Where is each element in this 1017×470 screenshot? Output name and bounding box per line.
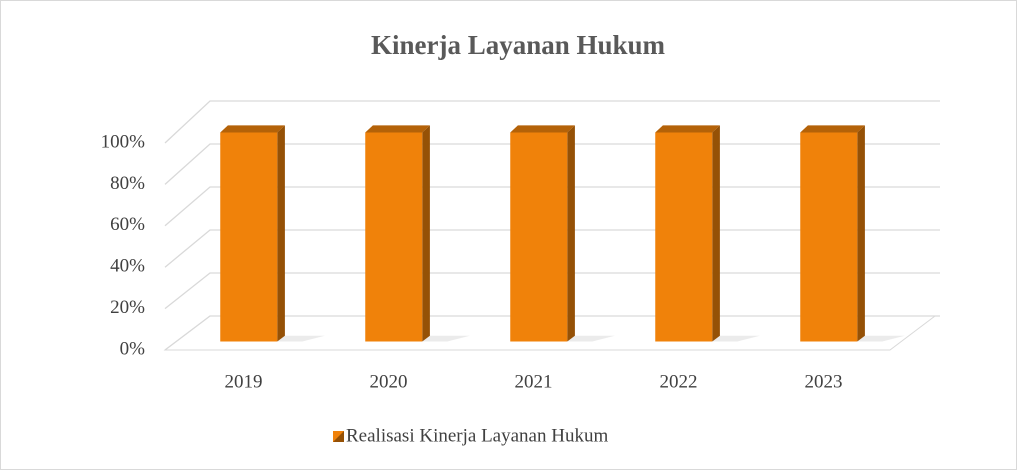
grid-line xyxy=(164,100,940,144)
y-tick-label: 0% xyxy=(120,338,146,359)
bar xyxy=(800,132,858,342)
bar-side xyxy=(712,125,720,342)
bar-side xyxy=(277,125,285,342)
y-tick-label: 40% xyxy=(110,256,145,277)
bar xyxy=(365,132,423,342)
bar xyxy=(655,132,713,342)
bar xyxy=(510,132,568,342)
y-tick-label: 20% xyxy=(110,297,145,318)
y-tick-label: 60% xyxy=(110,214,145,235)
x-tick-label: 2023 xyxy=(805,371,843,392)
x-tick-label: 2020 xyxy=(370,371,408,392)
legend-label: Realisasi Kinerja Layanan Hukum xyxy=(346,425,608,446)
chart-title: Kinerja Layanan Hukum xyxy=(371,30,666,60)
legend-swatch-shade xyxy=(333,431,344,442)
x-tick-label: 2022 xyxy=(660,371,698,392)
y-tick-label: 80% xyxy=(110,173,145,194)
bar xyxy=(220,132,278,342)
bar-top xyxy=(510,125,575,133)
y-tick-label: 100% xyxy=(101,131,146,152)
bar-top xyxy=(655,125,720,133)
bar-side xyxy=(857,125,865,342)
bar-top xyxy=(800,125,865,133)
x-tick-label: 2021 xyxy=(515,371,553,392)
bar-side xyxy=(567,125,575,342)
bar-top xyxy=(365,125,430,133)
x-tick-label: 2019 xyxy=(225,371,263,392)
bar-side xyxy=(422,125,430,342)
bar-top xyxy=(220,125,285,133)
